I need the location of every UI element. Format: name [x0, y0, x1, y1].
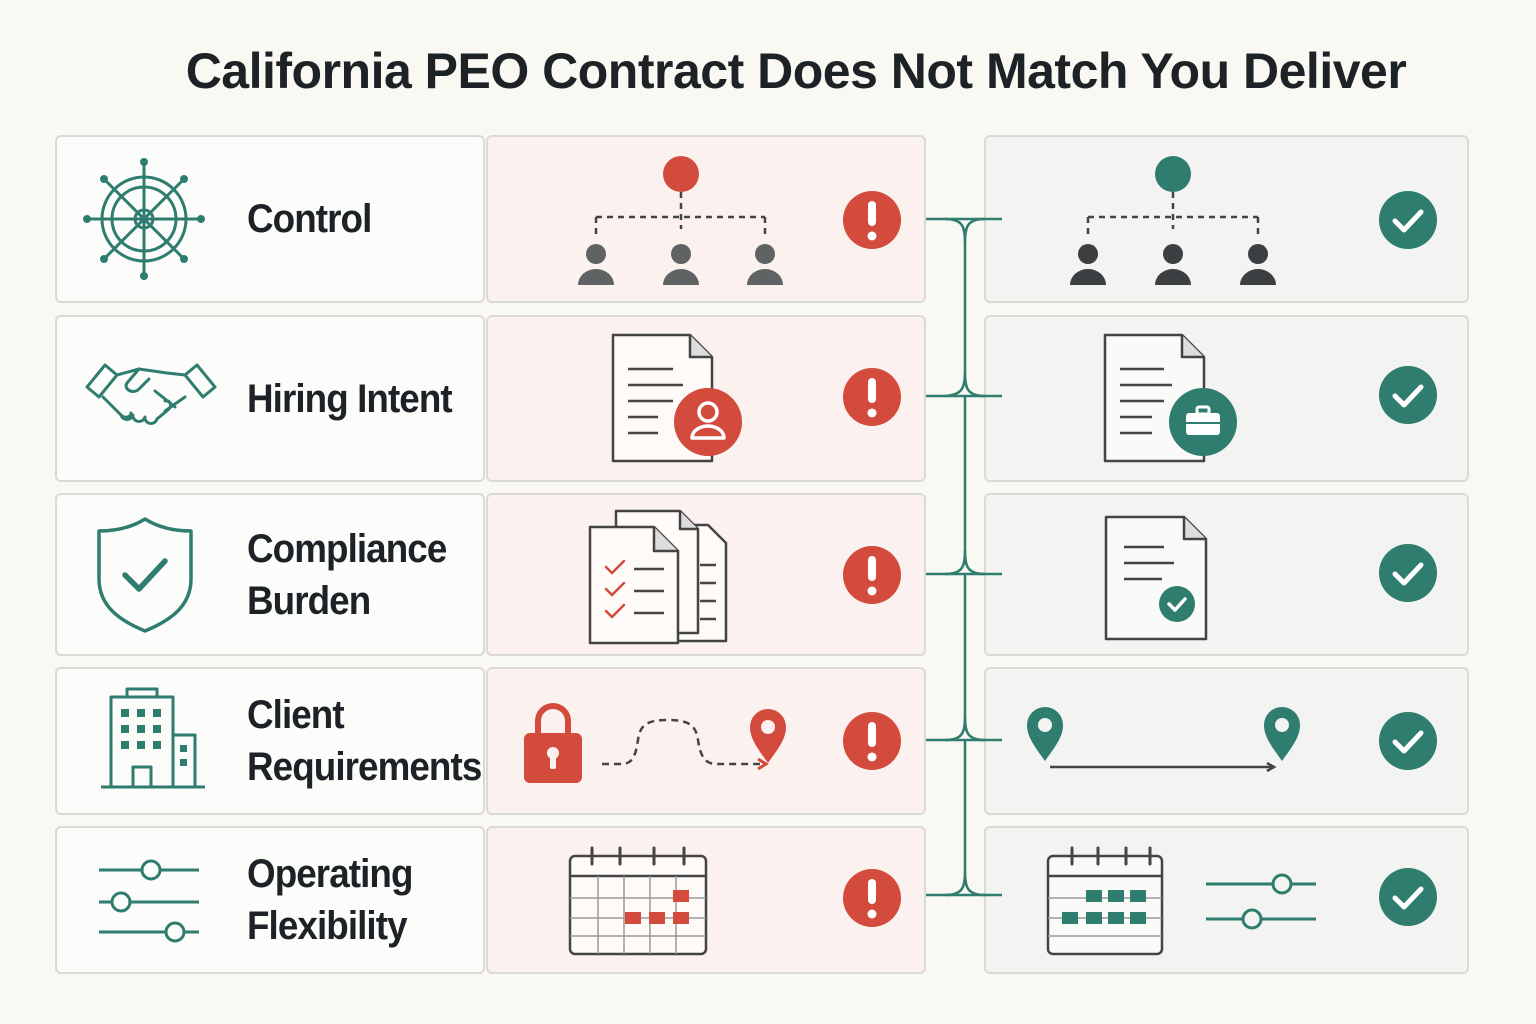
check-icon — [1379, 868, 1437, 926]
row-label-text: Client Requirements — [247, 669, 482, 813]
label-line: Operating — [247, 852, 413, 896]
label-line: Requirements — [247, 745, 482, 789]
check-icon — [1379, 544, 1437, 602]
check-icon — [1379, 191, 1437, 249]
locked-winding-route-icon — [524, 703, 786, 783]
label-line: Burden — [247, 578, 371, 623]
alert-icon — [843, 368, 901, 426]
document-briefcase-icon — [1103, 333, 1237, 463]
row-label-text: Compliance Burden — [247, 495, 447, 654]
org-chart-icon — [1070, 156, 1276, 285]
row-label-client-requirements: Client Requirements — [55, 667, 485, 815]
document-person-icon — [611, 333, 742, 463]
shield-check-icon — [77, 495, 227, 654]
delivered-panel-hiring-intent — [984, 315, 1469, 482]
current-panel-compliance-burden — [486, 493, 926, 656]
handshake-icon — [77, 317, 227, 480]
check-icon — [1379, 366, 1437, 424]
delivered-panel-control — [984, 135, 1469, 303]
org-chart-icon — [578, 156, 783, 285]
calendar-sparse-icon — [568, 846, 708, 956]
direct-route-icon — [1027, 707, 1300, 773]
document-check-icon — [1104, 515, 1208, 641]
row-label-text: Control — [247, 137, 372, 301]
alert-icon — [843, 191, 901, 249]
ship-wheel-icon — [77, 137, 227, 301]
current-panel-hiring-intent — [486, 315, 926, 482]
delivered-panel-compliance-burden — [984, 493, 1469, 656]
delivered-panel-client-requirements — [984, 667, 1469, 815]
check-icon — [1379, 712, 1437, 770]
row-label-hiring-intent: Hiring Intent — [55, 315, 485, 482]
sliders-icon — [77, 828, 227, 972]
row-label-text: Hiring Intent — [247, 317, 453, 480]
row-label-compliance-burden: Compliance Burden — [55, 493, 485, 656]
row-label-control: Control — [55, 135, 485, 303]
label-line: Control — [247, 197, 372, 241]
calendar-sliders-icon — [1046, 846, 1316, 956]
label-line: Hiring Intent — [247, 376, 453, 421]
alert-icon — [843, 869, 901, 927]
page-title: California PEO Contract Does Not Match Y… — [185, 43, 1407, 99]
delivered-panel-operating-flexibility — [984, 826, 1469, 974]
stacked-checklists-icon — [588, 509, 728, 645]
office-building-icon — [77, 669, 227, 813]
label-line: Flexibility — [247, 904, 408, 948]
row-label-operating-flexibility: Operating Flexibility — [55, 826, 485, 974]
alert-icon — [843, 546, 901, 604]
label-line: Client — [247, 693, 345, 737]
current-panel-client-requirements — [486, 667, 926, 815]
current-panel-operating-flexibility — [486, 826, 926, 974]
alert-icon — [843, 712, 901, 770]
row-label-text: Operating Flexibility — [247, 828, 413, 972]
label-line: Compliance — [247, 526, 447, 571]
current-panel-control — [486, 135, 926, 303]
